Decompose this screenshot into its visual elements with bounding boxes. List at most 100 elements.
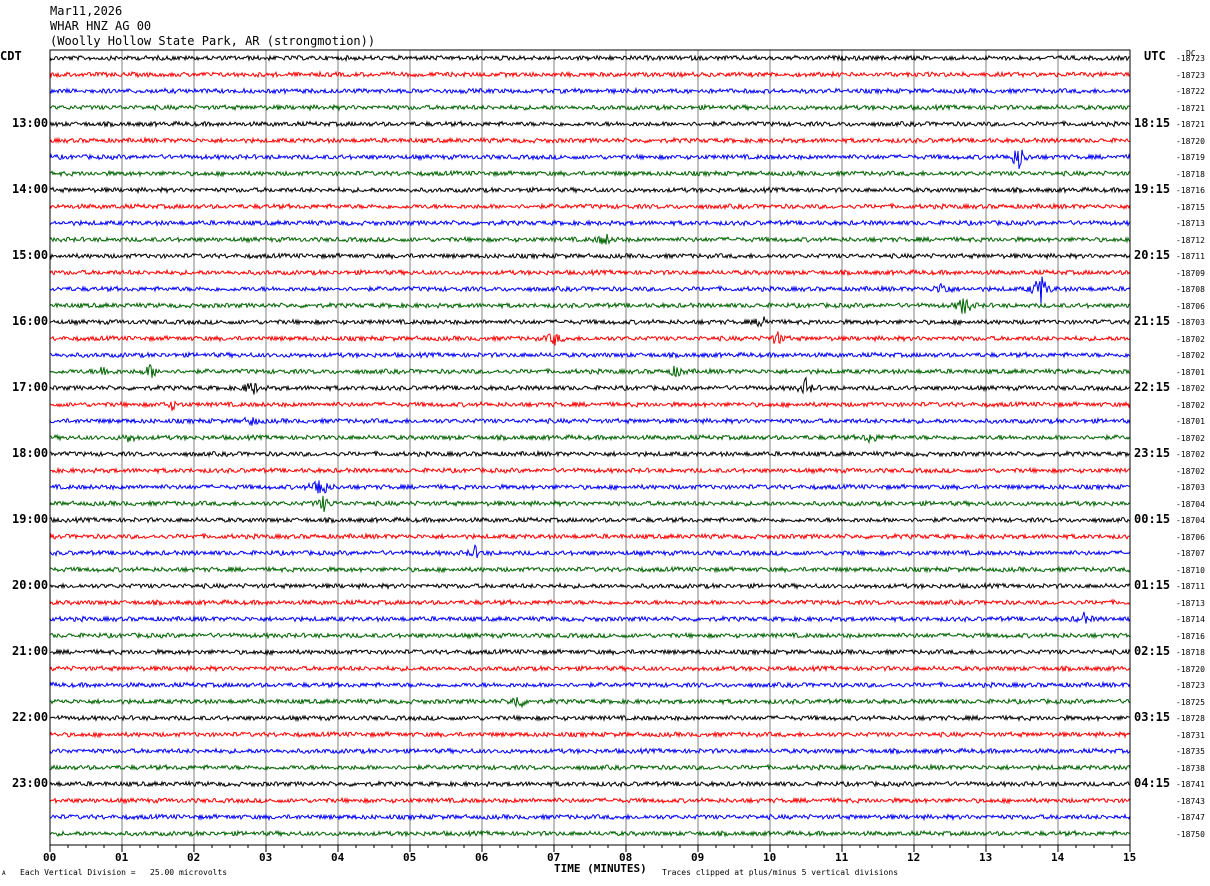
dc-offset-label: -18750 <box>1176 829 1205 839</box>
trace-row <box>49 185 1131 195</box>
dc-offset-label: -18701 <box>1176 367 1205 377</box>
trace-row <box>49 648 1131 657</box>
left-hour-label: 23:00 <box>12 776 49 790</box>
trace-row <box>49 829 1131 838</box>
dc-offset-label: -18711 <box>1176 582 1205 591</box>
x-tick-label: 12 <box>907 851 921 864</box>
right-hour-label: 01:15 <box>1134 578 1171 592</box>
trace-row <box>49 331 1131 346</box>
trace-row <box>49 480 1131 494</box>
dc-offset-label: -18716 <box>1176 186 1205 195</box>
x-tick-label: 04 <box>331 851 345 864</box>
dc-offset-label: -18721 <box>1176 120 1205 129</box>
trace-row <box>49 268 1131 277</box>
left-hour-label: 14:00 <box>12 182 49 196</box>
station-label: WHAR HNZ AG 00 <box>50 19 152 33</box>
x-tick-label: 08 <box>619 851 633 864</box>
left-hour-label: 15:00 <box>12 248 49 262</box>
right-hour-label: 19:15 <box>1134 182 1171 196</box>
trace-row <box>49 298 1131 314</box>
dc-offset-label: -18723 <box>1176 681 1205 690</box>
x-tick-label: 15 <box>1123 851 1137 864</box>
corner-mark: A <box>2 870 6 877</box>
dc-offset-label: -18718 <box>1176 648 1205 657</box>
dc-offset-label: -18738 <box>1176 763 1205 773</box>
grid-lines <box>49 50 1131 845</box>
trace-row <box>49 763 1131 772</box>
dc-offset-label: -18725 <box>1176 697 1205 707</box>
trace-row <box>49 532 1130 541</box>
dc-offset-label: -18702 <box>1176 384 1205 393</box>
right-hour-label: 22:15 <box>1134 380 1171 394</box>
trace-row <box>50 169 1131 178</box>
trace-row <box>49 495 1131 512</box>
trace-row <box>49 466 1131 475</box>
dc-offset-label: -18720 <box>1176 664 1205 674</box>
x-tick-label: 10 <box>763 851 777 864</box>
trace-row <box>49 363 1131 378</box>
dc-offset-label: -18706 <box>1176 532 1205 542</box>
dc-offset-label: -18710 <box>1176 565 1205 575</box>
trace-row <box>49 581 1131 591</box>
dc-offset-label: -18723 <box>1176 70 1205 80</box>
left-hour-label: 16:00 <box>12 314 49 328</box>
dc-offset-label: -18702 <box>1176 466 1205 476</box>
left-hour-label: 20:00 <box>12 578 49 592</box>
dc-offset-label: -18712 <box>1176 235 1205 245</box>
left-hour-label: 17:00 <box>12 380 49 394</box>
dc-offset-label: -18703 <box>1176 483 1205 492</box>
x-tick-label: 00 <box>43 851 57 864</box>
trace-row <box>49 433 1131 445</box>
trace-row <box>49 149 1131 170</box>
left-hour-label: 19:00 <box>12 512 49 526</box>
trace-row <box>49 202 1131 211</box>
dc-offset-label: -18723 <box>1176 54 1205 63</box>
dc-offset-label: -18741 <box>1176 780 1205 789</box>
dc-offset-label: -18706 <box>1176 301 1205 311</box>
trace-row <box>49 86 1131 96</box>
left-hour-label: 13:00 <box>12 116 49 130</box>
dc-offset-label: -18707 <box>1176 549 1205 558</box>
dc-offset-label: -18747 <box>1176 813 1205 822</box>
right-hour-label: 20:15 <box>1134 248 1171 262</box>
date-label: Mar11,2026 <box>50 4 123 18</box>
left-timezone-label: CDT <box>0 49 22 63</box>
trace-row <box>49 664 1131 673</box>
dc-offset-label: -18720 <box>1176 136 1205 146</box>
dc-offset-label: -18719 <box>1176 153 1205 162</box>
x-tick-label: 14 <box>1051 851 1065 864</box>
right-hour-label: 18:15 <box>1134 116 1171 130</box>
trace-row <box>49 252 1131 261</box>
dc-offset-label: -18713 <box>1176 598 1205 608</box>
seismogram-traces <box>49 53 1131 838</box>
dc-offset-label: -18701 <box>1176 417 1205 426</box>
dc-offset-label: -18702 <box>1176 351 1205 360</box>
dc-offset-label: -18709 <box>1176 268 1205 278</box>
trace-row <box>49 449 1131 458</box>
x-tick-label: 09 <box>691 851 705 864</box>
trace-row <box>49 813 1131 822</box>
left-hour-label: 18:00 <box>12 446 49 460</box>
x-tick-label: 13 <box>979 851 993 864</box>
trace-row <box>49 416 1131 427</box>
trace-row <box>49 276 1131 305</box>
trace-row <box>49 350 1131 360</box>
trace-row <box>49 233 1131 246</box>
x-tick-label: 07 <box>547 851 561 864</box>
x-tick-label: 03 <box>259 851 273 864</box>
trace-row <box>49 796 1131 805</box>
dc-offset-label: -18702 <box>1176 433 1205 443</box>
trace-row <box>49 376 1131 395</box>
dc-offset-label: -18703 <box>1176 318 1205 327</box>
x-tick-label: 06 <box>475 851 489 864</box>
dc-offset-label: -18702 <box>1176 450 1205 459</box>
dc-label: DC <box>1186 49 1196 58</box>
trace-row <box>49 120 1131 129</box>
dc-offset-label: -18721 <box>1176 103 1205 113</box>
trace-row <box>49 53 1131 63</box>
trace-row <box>49 103 1131 112</box>
x-axis-title: TIME (MINUTES) <box>554 862 647 875</box>
trace-row <box>49 598 1131 607</box>
trace-row <box>49 631 1131 640</box>
